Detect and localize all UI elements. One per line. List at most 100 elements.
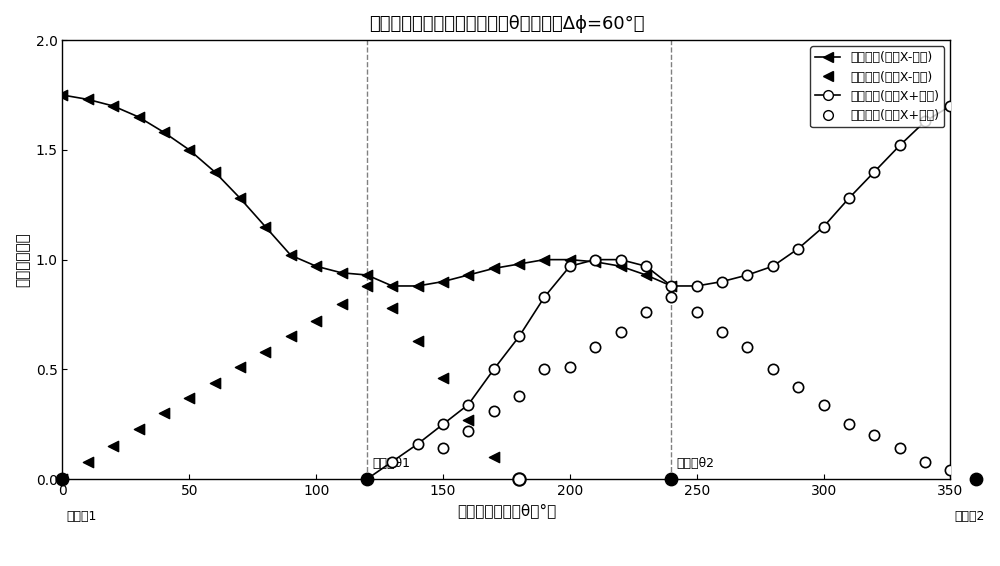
Point (435, 444, 451, 453)
Point (359, 281, 375, 290)
Point (613, 261, 629, 271)
Point (384, 281, 400, 290)
Point (384, 457, 400, 466)
Point (207, 168, 223, 177)
Point (54, 475, 70, 484)
Point (790, 383, 806, 392)
Point (816, 400, 832, 409)
Point (232, 194, 248, 203)
Text: 驻波点2: 驻波点2 (955, 510, 985, 522)
Point (486, 264, 502, 273)
Point (54, 91, 70, 100)
Point (663, 281, 679, 290)
Point (613, 328, 629, 337)
Point (841, 194, 857, 203)
Point (714, 277, 730, 286)
Point (841, 420, 857, 429)
Point (765, 365, 781, 374)
Point (410, 439, 426, 448)
Point (917, 117, 933, 126)
Point (689, 281, 705, 290)
Point (283, 251, 299, 260)
Point (892, 444, 908, 453)
Point (232, 363, 248, 372)
Point (968, 91, 984, 100)
Point (334, 268, 350, 277)
Point (131, 424, 147, 433)
Point (587, 343, 603, 352)
Point (739, 271, 755, 280)
Point (663, 293, 679, 302)
Point (257, 348, 273, 357)
Point (181, 145, 197, 155)
Point (131, 113, 147, 122)
Point (638, 261, 654, 271)
Point (460, 271, 476, 280)
Point (207, 378, 223, 387)
Point (562, 363, 578, 372)
Point (156, 128, 172, 137)
Point (435, 420, 451, 429)
Title: 振动弹性体上振动位移极值与θ的关系（Δϕ=60°）: 振动弹性体上振动位移极值与θ的关系（Δϕ=60°） (369, 15, 644, 33)
Point (80, 95, 96, 104)
Point (283, 332, 299, 341)
Point (359, 475, 375, 484)
Point (486, 453, 502, 462)
Point (765, 261, 781, 271)
Point (536, 255, 552, 264)
Point (892, 141, 908, 150)
Point (384, 303, 400, 312)
Point (105, 441, 121, 451)
Text: 驻波点1: 驻波点1 (67, 510, 97, 522)
Point (613, 255, 629, 264)
Point (511, 391, 527, 400)
Point (410, 281, 426, 290)
Point (942, 101, 958, 110)
Point (663, 281, 679, 290)
Point (739, 343, 755, 352)
Point (816, 222, 832, 231)
Point (587, 258, 603, 267)
Point (359, 475, 375, 484)
Point (435, 277, 451, 286)
Point (486, 365, 502, 374)
Point (689, 308, 705, 317)
Point (105, 101, 121, 110)
Point (334, 299, 350, 308)
Point (486, 406, 502, 415)
Point (156, 409, 172, 418)
Point (790, 244, 806, 253)
Point (80, 457, 96, 466)
Point (460, 415, 476, 424)
Point (714, 328, 730, 337)
Point (308, 261, 324, 271)
Point (435, 374, 451, 383)
Legend: 最大位移(向着X-移动), 最小位移(向着X-移动), 最大位移(向着X+移动), 最小位移(向着X+移动): 最大位移(向着X-移动), 最小位移(向着X-移动), 最大位移(向着X+移动)… (810, 46, 944, 127)
X-axis label: 激励信号相位差θ（°）: 激励信号相位差θ（°） (457, 504, 556, 518)
Point (968, 475, 984, 484)
Point (308, 316, 324, 325)
Point (460, 426, 476, 435)
Point (410, 336, 426, 345)
Point (536, 365, 552, 374)
Point (562, 261, 578, 271)
Point (511, 259, 527, 268)
Point (866, 168, 882, 177)
Point (511, 332, 527, 341)
Point (587, 255, 603, 264)
Point (359, 271, 375, 280)
Point (511, 475, 527, 484)
Y-axis label: 振动位移极值: 振动位移极值 (15, 232, 30, 287)
Text: 行波点θ2: 行波点θ2 (676, 457, 714, 470)
Text: 行波点θ1: 行波点θ1 (372, 457, 410, 470)
Point (942, 466, 958, 475)
Point (663, 475, 679, 484)
Point (460, 400, 476, 409)
Point (536, 293, 552, 302)
Point (181, 393, 197, 402)
Point (54, 475, 70, 484)
Point (562, 255, 578, 264)
Point (638, 271, 654, 280)
Point (257, 222, 273, 231)
Point (917, 457, 933, 466)
